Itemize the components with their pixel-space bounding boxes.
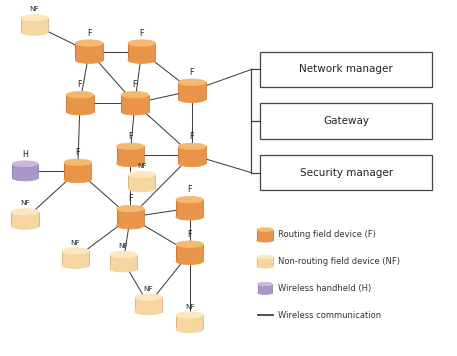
Text: F: F xyxy=(187,185,192,194)
Text: F: F xyxy=(139,29,144,38)
Ellipse shape xyxy=(21,29,48,35)
Bar xyxy=(128,174,155,189)
Ellipse shape xyxy=(128,185,155,192)
Bar xyxy=(117,146,144,163)
Text: H: H xyxy=(22,150,28,159)
Ellipse shape xyxy=(75,40,103,46)
Ellipse shape xyxy=(176,214,203,220)
Ellipse shape xyxy=(128,171,155,178)
Text: F: F xyxy=(190,68,194,77)
Bar xyxy=(128,43,155,60)
Text: NF: NF xyxy=(118,243,128,249)
Bar xyxy=(75,43,103,60)
Bar xyxy=(66,95,94,112)
Bar xyxy=(176,200,203,217)
Text: F: F xyxy=(75,148,80,157)
Ellipse shape xyxy=(62,248,89,254)
Ellipse shape xyxy=(176,197,203,203)
Ellipse shape xyxy=(257,265,273,268)
Ellipse shape xyxy=(75,57,103,63)
Ellipse shape xyxy=(110,266,137,272)
Text: Gateway: Gateway xyxy=(323,116,369,126)
Ellipse shape xyxy=(257,228,273,231)
Ellipse shape xyxy=(135,308,162,315)
Text: F: F xyxy=(87,29,91,38)
FancyBboxPatch shape xyxy=(260,52,432,87)
Bar xyxy=(135,297,162,312)
FancyBboxPatch shape xyxy=(260,103,432,139)
Text: Security manager: Security manager xyxy=(300,168,393,178)
Bar xyxy=(62,251,89,265)
Text: F: F xyxy=(190,132,194,141)
Bar xyxy=(257,230,273,240)
Bar xyxy=(21,18,48,32)
Bar xyxy=(12,164,38,178)
Text: F: F xyxy=(128,194,133,203)
Bar xyxy=(121,95,149,112)
Text: F: F xyxy=(133,80,137,89)
Ellipse shape xyxy=(258,291,272,294)
Text: F: F xyxy=(128,132,133,141)
FancyBboxPatch shape xyxy=(260,155,432,190)
Text: Network manager: Network manager xyxy=(299,64,393,74)
Ellipse shape xyxy=(117,143,144,150)
Bar xyxy=(178,146,206,163)
Text: F: F xyxy=(187,230,192,239)
Ellipse shape xyxy=(11,223,39,229)
Ellipse shape xyxy=(258,282,272,286)
Bar xyxy=(110,255,137,269)
Ellipse shape xyxy=(117,160,144,167)
Ellipse shape xyxy=(66,109,94,115)
Text: F: F xyxy=(78,80,82,89)
Ellipse shape xyxy=(11,209,39,215)
Ellipse shape xyxy=(178,143,206,150)
Text: Routing field device (F): Routing field device (F) xyxy=(278,230,376,240)
Ellipse shape xyxy=(178,160,206,167)
Text: Non-routing field device (NF): Non-routing field device (NF) xyxy=(278,257,400,266)
Ellipse shape xyxy=(178,79,206,85)
Ellipse shape xyxy=(66,91,94,98)
Ellipse shape xyxy=(128,40,155,46)
Ellipse shape xyxy=(121,109,149,115)
Bar xyxy=(176,315,203,329)
Bar xyxy=(258,284,272,293)
Bar xyxy=(11,212,39,226)
Ellipse shape xyxy=(257,239,273,242)
Bar xyxy=(178,82,206,99)
Ellipse shape xyxy=(117,222,144,229)
Text: Wireless handheld (H): Wireless handheld (H) xyxy=(278,284,371,293)
Ellipse shape xyxy=(110,251,137,258)
Ellipse shape xyxy=(12,175,38,181)
Ellipse shape xyxy=(128,57,155,63)
Ellipse shape xyxy=(257,255,273,259)
Ellipse shape xyxy=(117,205,144,212)
Text: NF: NF xyxy=(70,240,80,246)
Ellipse shape xyxy=(12,161,38,167)
Ellipse shape xyxy=(62,262,89,268)
Bar xyxy=(117,209,144,226)
Text: NF: NF xyxy=(29,6,39,12)
Text: NF: NF xyxy=(137,163,147,169)
Ellipse shape xyxy=(135,294,162,300)
Bar xyxy=(257,257,273,266)
Text: NF: NF xyxy=(143,286,154,292)
Ellipse shape xyxy=(176,241,203,247)
Ellipse shape xyxy=(64,159,91,166)
Ellipse shape xyxy=(176,258,203,265)
Ellipse shape xyxy=(176,326,203,333)
Bar xyxy=(176,244,203,261)
Ellipse shape xyxy=(121,91,149,98)
Ellipse shape xyxy=(21,15,48,21)
Text: NF: NF xyxy=(20,200,30,206)
Ellipse shape xyxy=(178,96,206,103)
Text: Wireless communication: Wireless communication xyxy=(278,310,381,320)
Ellipse shape xyxy=(176,312,203,318)
Bar xyxy=(64,162,91,179)
Ellipse shape xyxy=(64,176,91,183)
Text: NF: NF xyxy=(185,304,195,310)
